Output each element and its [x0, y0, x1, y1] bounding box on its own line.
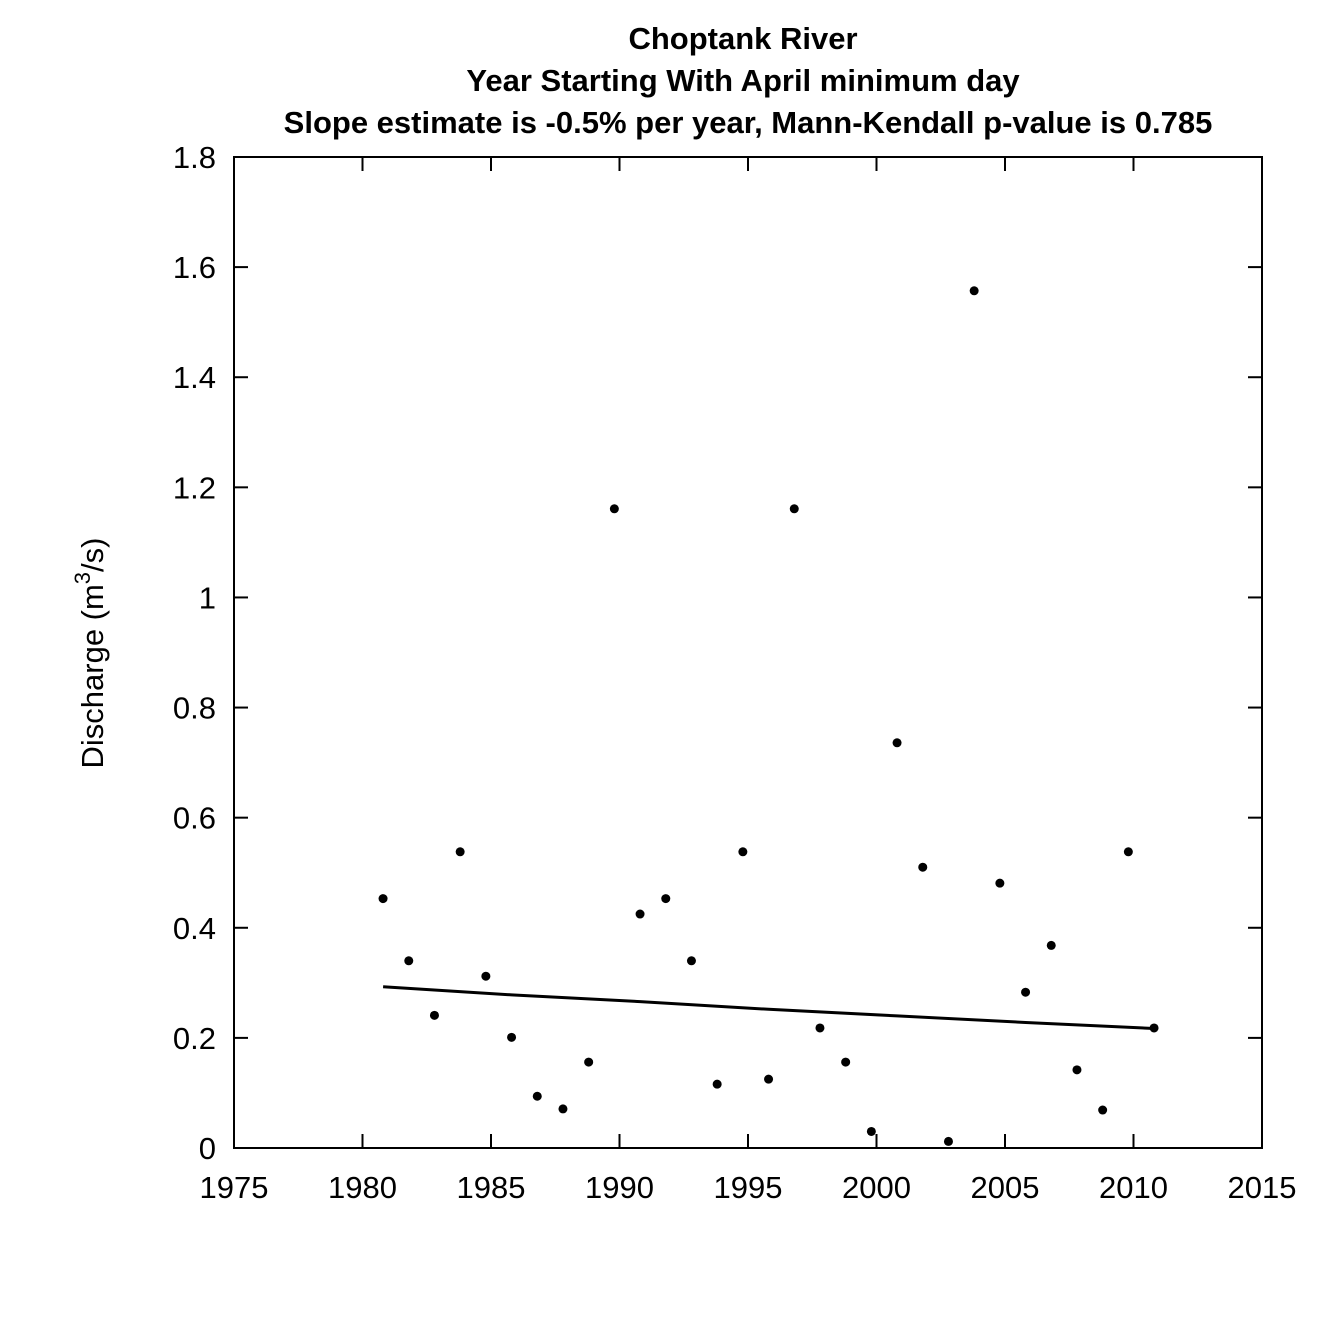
data-point	[995, 878, 1005, 888]
data-point	[507, 1032, 517, 1042]
chart-title: Choptank River Year Starting With April …	[284, 21, 1213, 140]
x-tick-label: 1995	[714, 1170, 783, 1205]
data-point	[455, 847, 465, 857]
data-point	[789, 504, 799, 514]
data-point	[584, 1057, 594, 1067]
data-point	[378, 894, 388, 904]
x-tick-label: 1985	[457, 1170, 526, 1205]
data-point	[892, 738, 902, 748]
data-point	[609, 504, 619, 514]
data-point	[1123, 847, 1133, 857]
x-tick-label: 1980	[328, 1170, 397, 1205]
data-point	[481, 971, 491, 981]
y-tick-label: 1.6	[173, 250, 216, 285]
y-axis-label-prefix: Discharge (m	[75, 584, 110, 768]
title-line-3: Slope estimate is -0.5% per year, Mann-K…	[284, 105, 1213, 140]
data-point	[661, 894, 671, 904]
y-tick-label: 1	[199, 580, 216, 615]
data-point	[918, 862, 928, 872]
data-point	[841, 1057, 851, 1067]
data-point	[969, 286, 979, 296]
y-tick-label: 0.8	[173, 691, 216, 726]
x-tick-label: 1975	[200, 1170, 269, 1205]
data-point	[1046, 940, 1056, 950]
x-tick-label: 2015	[1228, 1170, 1297, 1205]
data-point	[815, 1023, 825, 1033]
y-axis-label: Discharge (m3/s)	[70, 537, 110, 768]
x-tick-label: 2010	[1099, 1170, 1168, 1205]
x-tick-label: 1990	[585, 1170, 654, 1205]
data-point	[1149, 1023, 1159, 1033]
data-point	[532, 1091, 542, 1101]
y-tick-label: 0	[199, 1131, 216, 1166]
y-axis-label-superscript: 3	[70, 572, 95, 584]
data-point	[764, 1074, 774, 1084]
y-tick-label: 1.8	[173, 140, 216, 175]
plot-frame	[233, 156, 1263, 1149]
data-point	[866, 1126, 876, 1136]
y-tick-label: 0.4	[173, 911, 216, 946]
y-tick-label: 0.2	[173, 1021, 216, 1056]
data-point	[558, 1104, 568, 1114]
title-line-2: Year Starting With April minimum day	[466, 63, 1020, 98]
title-line-1: Choptank River	[628, 21, 857, 56]
svg-text:Discharge (m3/s): Discharge (m3/s)	[70, 537, 110, 768]
data-point	[404, 956, 414, 966]
data-point	[635, 909, 645, 919]
x-tick-label: 2005	[971, 1170, 1040, 1205]
y-axis-label-suffix: /s)	[75, 537, 110, 571]
data-point	[1021, 987, 1031, 997]
y-tick-label: 1.2	[173, 470, 216, 505]
data-point	[943, 1136, 953, 1146]
data-point	[712, 1079, 722, 1089]
data-point	[1072, 1065, 1082, 1075]
y-tick-label: 1.4	[173, 360, 216, 395]
data-point	[429, 1010, 439, 1020]
data-point	[686, 956, 696, 966]
data-point	[1098, 1105, 1108, 1115]
y-tick-label: 0.6	[173, 801, 216, 836]
data-point	[738, 847, 748, 857]
trend-line	[383, 985, 1155, 1030]
x-tick-label: 2000	[842, 1170, 911, 1205]
